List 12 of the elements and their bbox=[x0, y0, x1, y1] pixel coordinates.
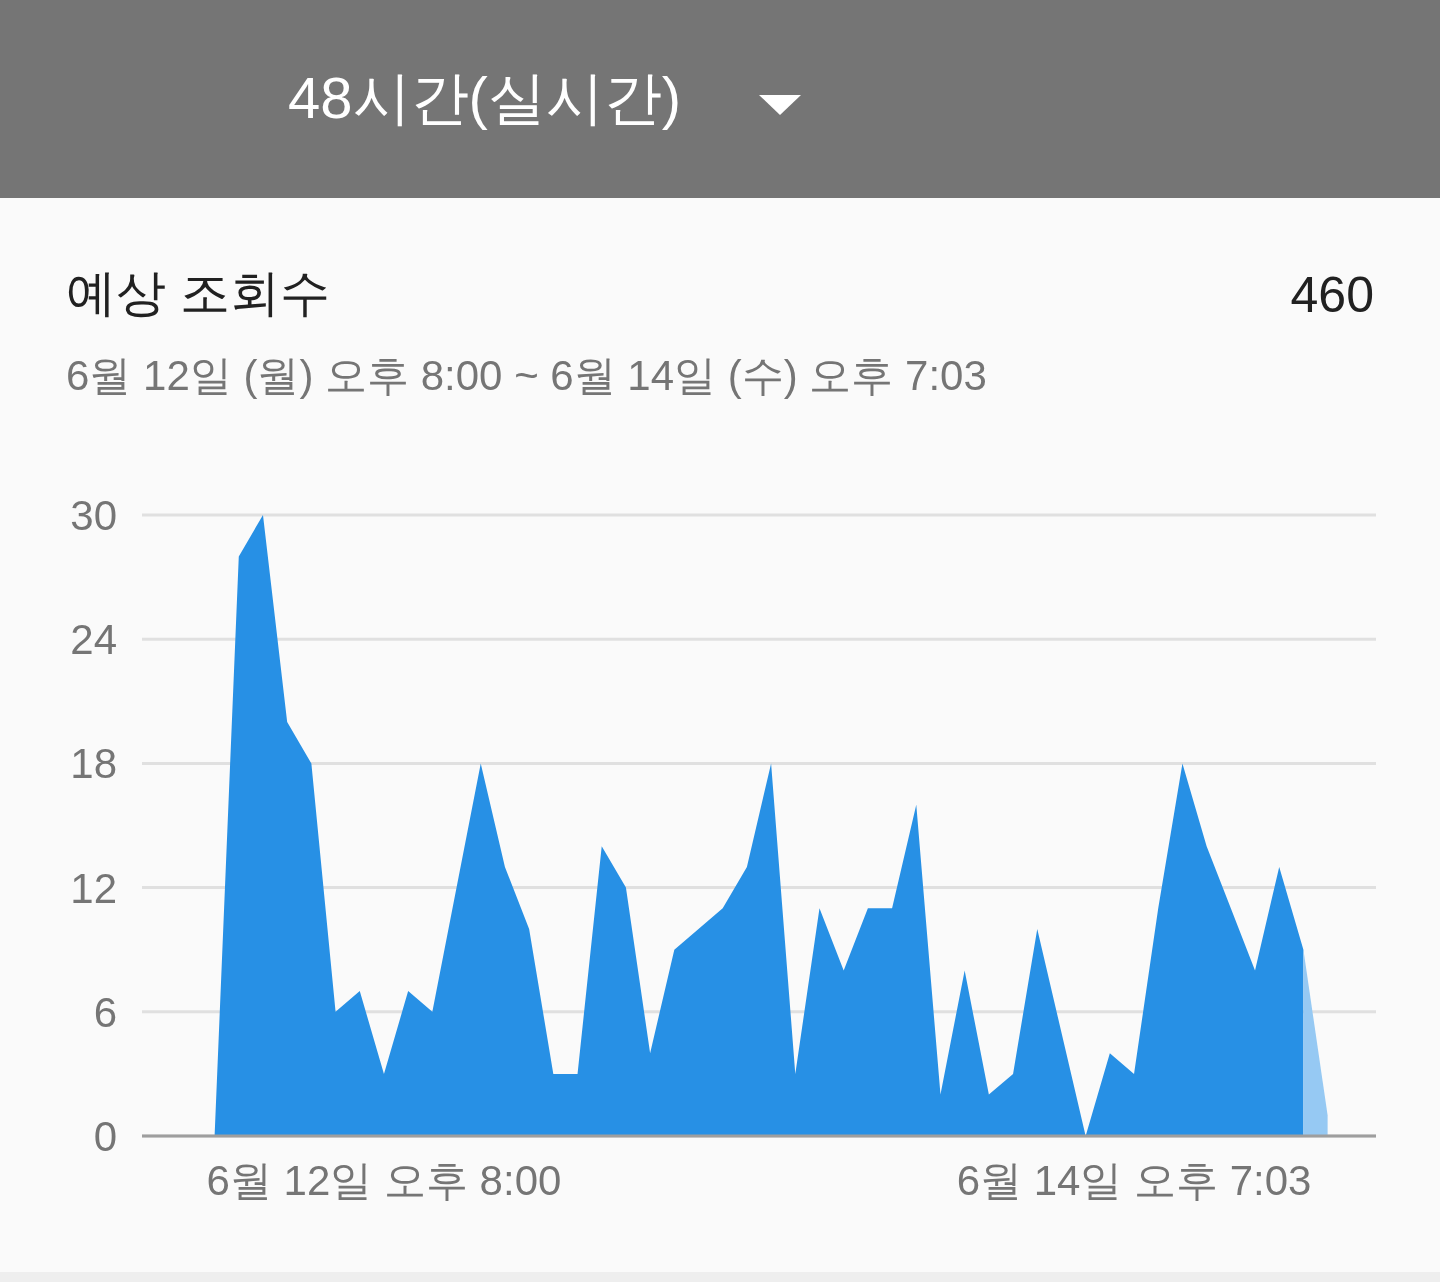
x-tick-label: 6월 12일 오후 8:00 bbox=[206, 1157, 562, 1204]
text: 460 bbox=[1290, 267, 1374, 323]
x-tick-label: 6월 14일 오후 7:03 bbox=[956, 1157, 1312, 1204]
chart-subtitle: 6월 12일 (월) 오후 8:00 ~ 6월 14일 (수) 오후 7:03 bbox=[66, 352, 987, 399]
y-tick-label: 24 bbox=[70, 616, 117, 664]
y-tick-label: 18 bbox=[70, 740, 117, 788]
y-tick-label: 0 bbox=[93, 1113, 117, 1160]
y-tick-label: 12 bbox=[70, 864, 117, 912]
chart-title: 예상 조회수 bbox=[66, 265, 330, 321]
y-tick-label: 6 bbox=[93, 988, 117, 1036]
text: 48시간(실시간) bbox=[288, 65, 682, 130]
y-tick-label: 30 bbox=[70, 492, 117, 539]
